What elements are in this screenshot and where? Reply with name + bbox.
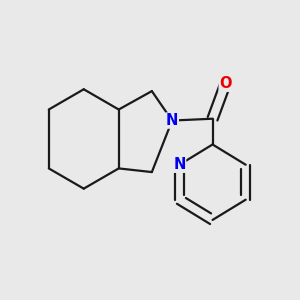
Text: N: N: [173, 157, 186, 172]
Text: O: O: [219, 76, 232, 91]
Text: N: N: [166, 113, 178, 128]
